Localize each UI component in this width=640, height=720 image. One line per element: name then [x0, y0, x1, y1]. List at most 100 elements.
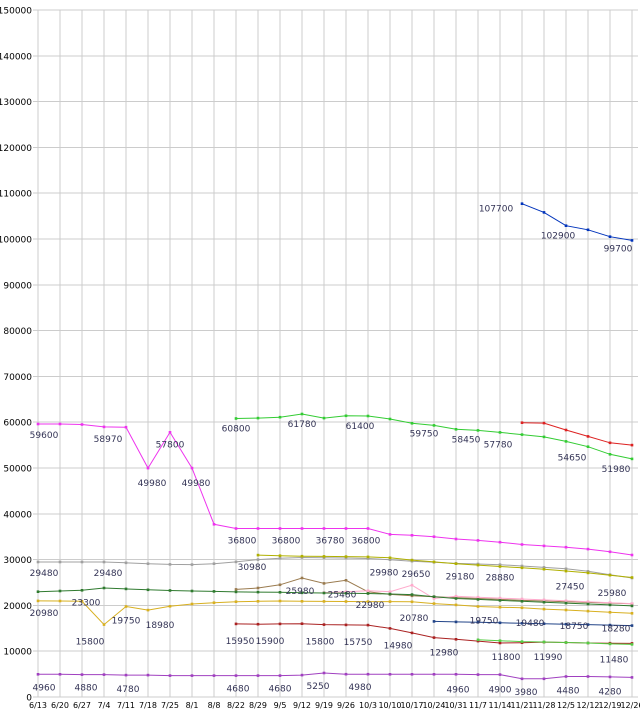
data-point-marker [586, 547, 590, 551]
data-point-label: 19750 [470, 617, 499, 627]
data-point-marker [476, 563, 480, 567]
series-olive-line [257, 554, 633, 578]
data-point-marker [234, 417, 238, 420]
data-point-label: 107700 [479, 205, 514, 215]
data-point-marker [256, 586, 260, 590]
data-point-marker [564, 569, 568, 573]
data-point-label: 4780 [117, 685, 140, 695]
x-tick-label: 7/18 [139, 701, 157, 710]
data-point-marker [344, 592, 348, 595]
data-point-marker [410, 534, 414, 537]
data-point-marker [498, 563, 502, 566]
data-point-marker [410, 593, 414, 596]
data-point-marker [278, 622, 282, 626]
data-point-marker [520, 640, 524, 643]
data-point-marker [300, 527, 304, 530]
series-navy-high [520, 202, 634, 242]
data-point-marker [80, 600, 84, 603]
data-point-marker [410, 600, 414, 604]
x-tick-label: 8/8 [208, 701, 221, 710]
y-tick-label: 30000 [3, 556, 32, 566]
y-tick-label: 110000 [0, 190, 32, 200]
data-point-label: 23300 [72, 598, 101, 608]
data-point-marker [212, 601, 216, 604]
data-point-marker [388, 533, 392, 536]
data-point-marker [234, 588, 238, 591]
x-tick-label: 8/29 [249, 701, 267, 710]
data-point-marker [564, 622, 568, 626]
data-point-marker [344, 590, 348, 593]
data-point-marker [168, 589, 172, 592]
x-tick-label: 10/31 [444, 701, 467, 710]
data-point-marker [586, 675, 590, 678]
series-darkgreen-line [37, 587, 633, 607]
data-point-marker [102, 586, 106, 590]
x-tick-label: 6/13 [29, 701, 47, 710]
data-point-marker [542, 567, 546, 571]
data-point-marker [146, 608, 150, 612]
data-point-marker [498, 673, 502, 676]
data-point-label: 36800 [228, 537, 257, 547]
series-navy-low-line [433, 620, 633, 627]
data-point-marker [80, 673, 84, 676]
data-point-marker [278, 554, 282, 557]
data-point-marker [520, 677, 524, 681]
data-point-label: 4480 [557, 687, 580, 697]
data-point-label: 29180 [446, 572, 475, 582]
data-point-marker [454, 428, 458, 431]
data-point-marker [80, 589, 84, 592]
data-point-marker [630, 604, 634, 608]
data-point-marker [432, 424, 436, 427]
series-navy-high-line [521, 203, 633, 241]
grid [33, 9, 638, 698]
data-point-marker [586, 570, 590, 573]
data-point-label: 4880 [75, 684, 98, 694]
data-point-label: 11990 [534, 653, 563, 663]
series-lightgreen-low [476, 638, 634, 646]
data-point-marker [278, 591, 282, 594]
data-point-marker [608, 550, 612, 554]
y-tick-label: 100000 [0, 236, 32, 246]
data-point-marker [520, 543, 524, 546]
data-point-marker [630, 602, 634, 605]
data-point-marker [344, 527, 348, 530]
data-point-marker [190, 602, 194, 606]
data-point-marker [432, 560, 436, 564]
data-point-marker [520, 600, 524, 603]
y-tick-label: 70000 [3, 373, 32, 383]
data-point-marker [36, 560, 40, 564]
data-point-marker [300, 576, 304, 580]
y-tick-label: 140000 [0, 52, 32, 62]
data-point-label: 15950 [226, 637, 255, 647]
data-point-marker [630, 676, 634, 679]
y-axis-labels: 1500001400001300001200001100001000009000… [0, 7, 32, 704]
data-point-marker [520, 597, 524, 601]
data-point-marker [80, 423, 84, 426]
data-point-marker [542, 600, 546, 604]
x-tick-label: 8/1 [186, 701, 199, 710]
data-point-marker [630, 624, 634, 627]
data-point-marker [476, 621, 480, 624]
data-point-marker [542, 607, 546, 611]
data-point-marker [498, 565, 502, 568]
data-point-marker [388, 556, 392, 560]
data-point-label: 57780 [484, 440, 513, 450]
data-point-marker [256, 416, 260, 420]
y-tick-label: 40000 [3, 510, 32, 520]
data-point-marker [322, 671, 326, 675]
data-point-marker [630, 553, 634, 557]
data-point-marker [542, 421, 546, 425]
data-point-label: 4900 [489, 686, 512, 696]
data-point-label: 5250 [307, 682, 330, 692]
data-point-marker [322, 527, 326, 530]
data-point-marker [344, 414, 348, 418]
data-point-marker [454, 620, 458, 624]
data-point-marker [124, 425, 128, 429]
data-point-marker [564, 601, 568, 605]
data-point-marker [454, 537, 458, 541]
x-tick-label: 9/12 [293, 701, 311, 710]
data-point-marker [344, 556, 348, 560]
data-point-marker [234, 527, 238, 530]
data-point-marker [36, 599, 40, 603]
